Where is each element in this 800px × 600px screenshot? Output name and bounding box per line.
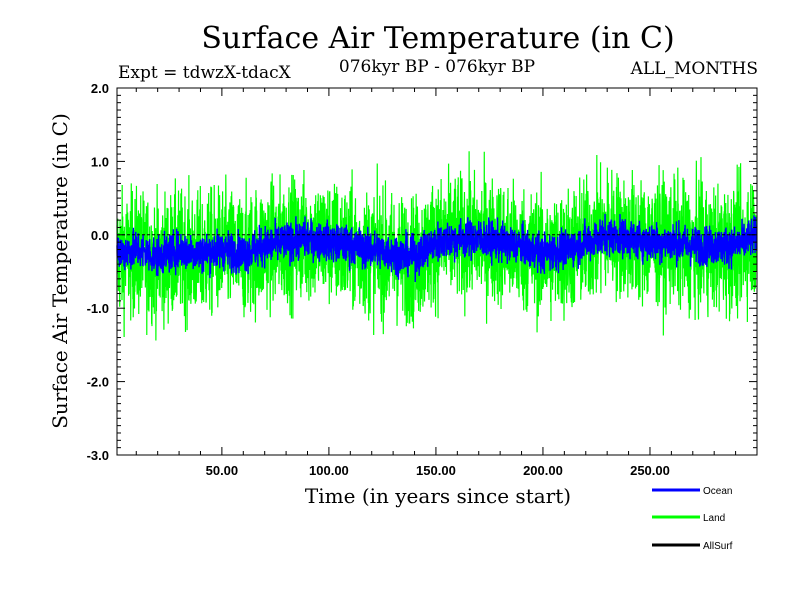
y-tick-label: 2.0 — [91, 81, 109, 96]
series-layer — [116, 151, 758, 341]
months-label: ALL_MONTHS — [630, 59, 758, 79]
legend-label-ocean: Ocean — [703, 486, 732, 497]
x-tick-label: 200.00 — [523, 463, 563, 478]
x-tick-label: 50.00 — [206, 463, 239, 478]
experiment-label: Expt = tdwzX-tdacX — [118, 63, 292, 83]
y-tick-label: -1.0 — [87, 301, 109, 316]
x-tick-label: 150.00 — [416, 463, 456, 478]
y-tick-label: 1.0 — [91, 154, 109, 169]
legend-label-land: Land — [703, 513, 725, 524]
y-tick-label: 0.0 — [91, 228, 109, 243]
y-tick-label: -3.0 — [87, 448, 109, 463]
y-tick-label: -2.0 — [87, 375, 109, 390]
period-label: 076kyr BP - 076kyr BP — [339, 57, 535, 77]
legend-label-allsurf: AllSurf — [703, 541, 733, 552]
x-tick-label: 100.00 — [309, 463, 349, 478]
y-axis-label: Surface Air Temperature (in C) — [48, 113, 72, 429]
ticks-layer: -3.0 -2.0 -1.0 0.0 1.0 2.0 50.00 100.00 150.00 20… — [87, 81, 757, 478]
chart-title: Surface Air Temperature (in C) — [201, 21, 674, 56]
legend: Ocean Land AllSurf — [652, 486, 733, 552]
x-tick-label: 250.00 — [630, 463, 670, 478]
series-line-ocean — [116, 213, 758, 283]
x-axis-label: Time (in years since start) — [305, 484, 571, 508]
